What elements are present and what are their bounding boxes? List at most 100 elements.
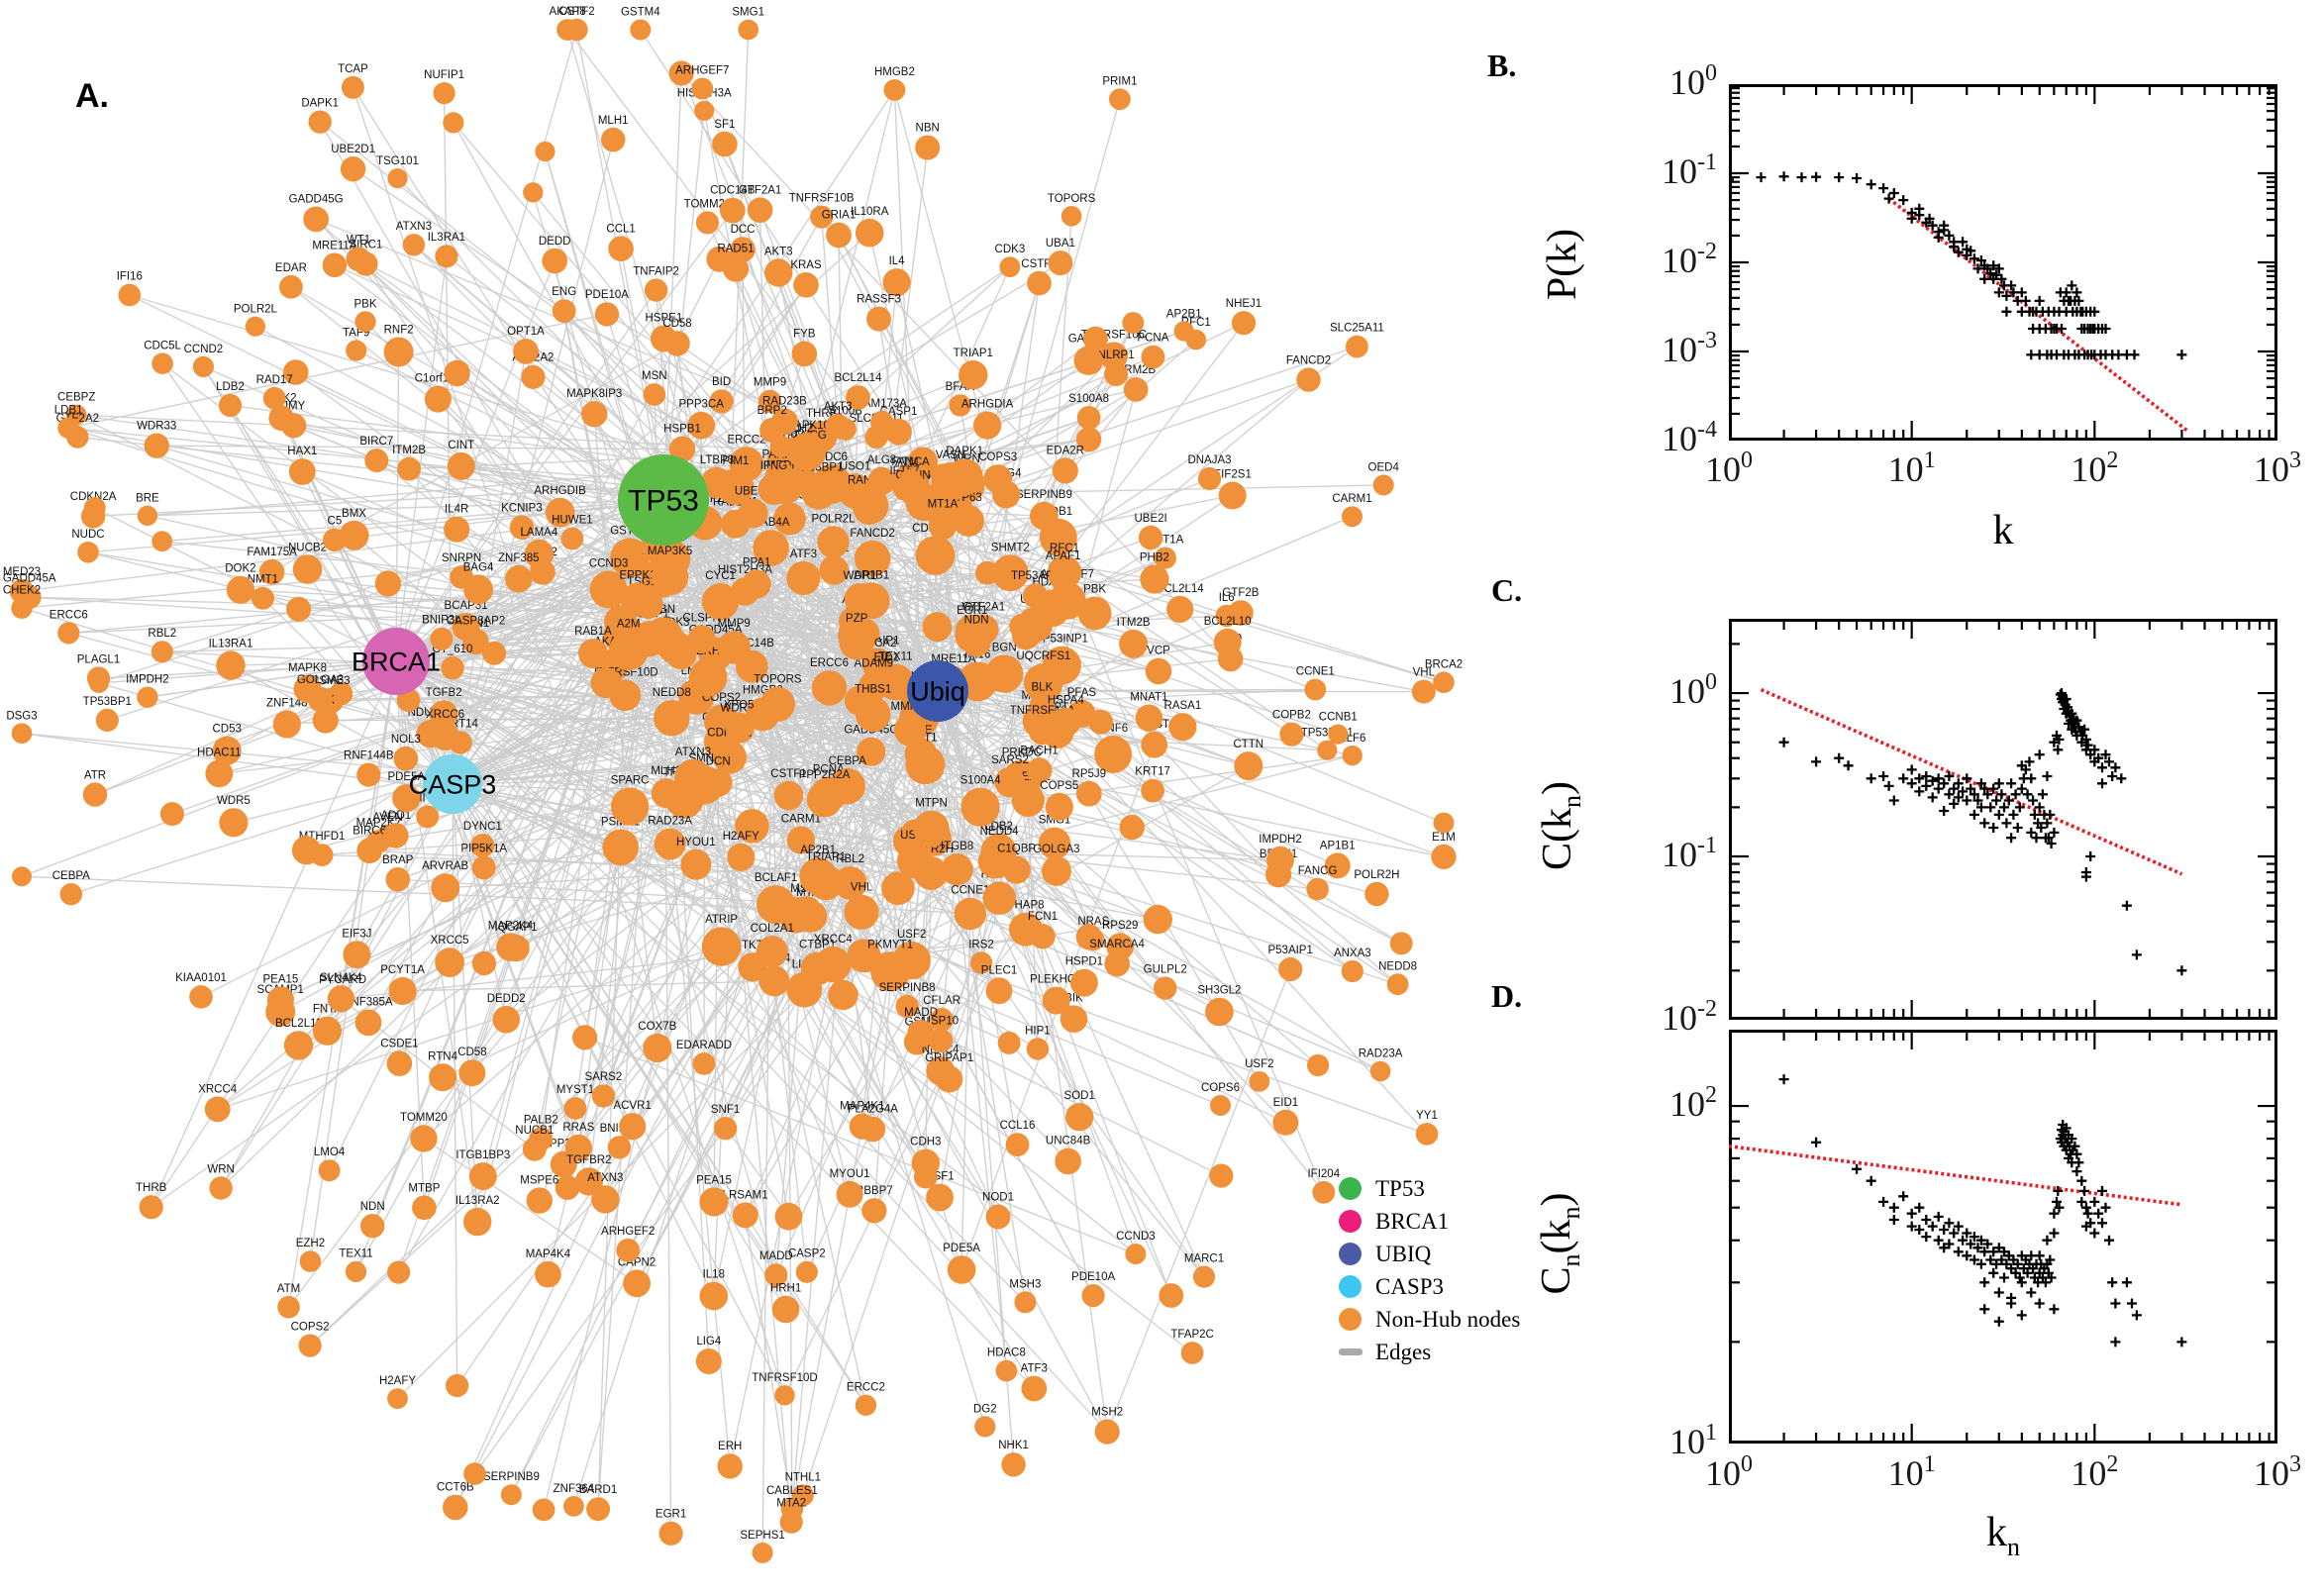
network-node xyxy=(364,449,389,473)
network-node xyxy=(594,302,620,327)
network-node-label: HYOU1 xyxy=(676,837,716,848)
network-node xyxy=(947,1255,976,1284)
x-tick-label: 103 xyxy=(2254,1451,2301,1493)
subscript: n xyxy=(1558,795,1586,808)
data-point-marker xyxy=(1906,778,1917,789)
axis-ticks xyxy=(1729,1030,2277,1444)
network-node-label: KRT17 xyxy=(1135,766,1170,778)
data-point-marker xyxy=(1962,773,1972,784)
network-edge xyxy=(325,717,672,722)
data-point-marker xyxy=(1944,230,1955,241)
data-point-marker xyxy=(1988,1247,1999,1257)
network-node xyxy=(702,583,740,621)
network-node xyxy=(374,570,402,597)
network-node xyxy=(717,1453,743,1479)
data-point-marker xyxy=(2037,789,2048,800)
network-node-label: DEDD2 xyxy=(487,993,526,1005)
network-node-label: YY1 xyxy=(1416,1110,1438,1122)
network-edge xyxy=(452,139,614,785)
data-point-marker xyxy=(2121,900,2132,911)
network-edge xyxy=(773,980,808,1272)
data-point-marker xyxy=(2006,833,2017,844)
network-node xyxy=(1030,924,1056,949)
network-node xyxy=(387,1388,408,1409)
network-node-label: CCL16 xyxy=(1000,1120,1036,1132)
network-node xyxy=(654,700,690,737)
network-node xyxy=(282,359,309,385)
network-edge xyxy=(937,690,1008,1371)
network-edge xyxy=(940,642,977,1042)
data-point-marker xyxy=(1921,1215,1932,1225)
network-node xyxy=(1180,1342,1204,1364)
data-point-marker xyxy=(2034,1298,2045,1309)
network-node xyxy=(1218,481,1247,510)
network-node-label: TSG101 xyxy=(376,155,419,167)
network-node xyxy=(272,710,301,739)
network-node xyxy=(1125,1244,1147,1264)
network-node xyxy=(383,823,409,848)
network-node-label: PALB2 xyxy=(524,1114,558,1126)
network-node-label: PDE10A xyxy=(1071,1271,1115,1283)
network-node xyxy=(505,564,533,593)
legend-item-edges: Edges xyxy=(1339,1336,1520,1368)
data-point-marker xyxy=(2089,306,2100,317)
data-point-marker xyxy=(1933,783,1944,794)
network-node xyxy=(286,596,312,622)
network-node-label: PPP2R2A xyxy=(799,769,851,781)
network-node xyxy=(1030,501,1059,531)
data-point-marker xyxy=(2043,833,2054,844)
network-edge xyxy=(452,783,1193,1354)
label-text: k xyxy=(1986,1510,2007,1555)
network-node xyxy=(1138,525,1163,550)
data-point-marker xyxy=(1969,1254,1979,1265)
network-node-label: XRCC4 xyxy=(814,934,854,946)
network-node xyxy=(801,474,837,510)
network-node-label: NUCB2 xyxy=(288,542,327,553)
network-edge xyxy=(68,632,685,800)
data-point-marker xyxy=(1982,789,1993,800)
network-node-label: MLH1 xyxy=(651,765,681,777)
network-node xyxy=(323,528,347,552)
network-edge xyxy=(452,350,527,785)
network-node-label: SNRPN xyxy=(442,552,481,564)
data-point-marker xyxy=(2073,295,2084,306)
network-node-label: MAPK8 xyxy=(288,662,327,674)
label-text: k xyxy=(1992,508,2014,553)
network-node xyxy=(941,853,973,886)
network-node xyxy=(1099,342,1129,370)
network-node-label: RAD23B xyxy=(762,396,807,408)
y-tick-label: 100 xyxy=(1669,669,1717,712)
network-edge xyxy=(965,484,1231,660)
legend-item-ubiq: UBIQ xyxy=(1339,1238,1520,1270)
network-node xyxy=(1249,1071,1270,1092)
network-node xyxy=(189,985,213,1009)
neighborhood-connectivity-chart xyxy=(1729,1030,2277,1444)
network-node-label: IRS2 xyxy=(968,939,994,950)
data-point-marker xyxy=(2026,1250,2037,1261)
network-node-label: CCND2 xyxy=(184,344,224,355)
network-node-label: NDN xyxy=(360,1201,385,1213)
data-point-marker xyxy=(1988,260,1999,271)
network-node xyxy=(1141,345,1165,369)
network-node xyxy=(808,864,844,901)
data-point-marker xyxy=(2024,756,2035,767)
network-node-label: PSME3 xyxy=(312,675,351,687)
network-node-label: MAPK8IP3 xyxy=(566,388,622,400)
data-point-marker xyxy=(1914,1225,1925,1235)
network-edge xyxy=(680,652,1108,1433)
network-node xyxy=(312,1016,343,1046)
data-point-marker xyxy=(1914,1202,1925,1213)
network-node-label: MADD xyxy=(759,1250,793,1262)
network-node xyxy=(826,222,852,249)
data-point-marker xyxy=(1898,195,1909,206)
data-point-marker xyxy=(1878,183,1889,194)
network-node xyxy=(354,311,376,333)
data-point-marker xyxy=(1778,737,1789,748)
network-node xyxy=(11,723,33,744)
network-node-label: OPT1A xyxy=(507,326,545,338)
data-point-marker xyxy=(2012,1258,2023,1269)
network-node xyxy=(811,670,848,706)
network-node-label: RAD17 xyxy=(256,374,293,386)
subscript: n xyxy=(1557,1253,1585,1267)
network-node-label: LIG4 xyxy=(696,1336,722,1347)
